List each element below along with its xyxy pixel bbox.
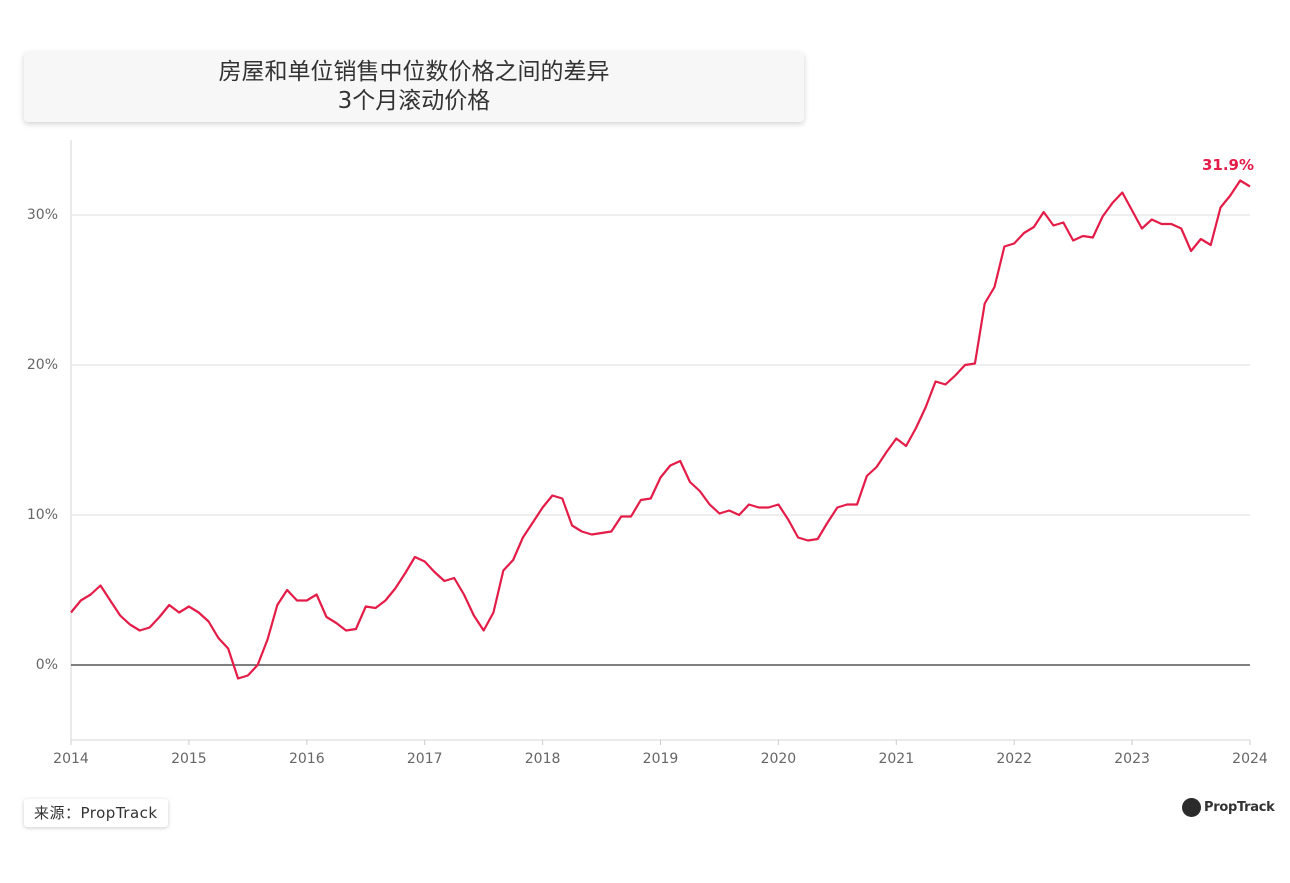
- x-tick-label: 2014: [53, 751, 89, 767]
- logo-text: PropTrack: [1204, 800, 1275, 815]
- x-tick-label: 2016: [289, 751, 325, 767]
- x-tick-label: 2023: [1114, 751, 1150, 767]
- chart-subtitle: 3个月滚动价格: [337, 88, 491, 114]
- y-tick-label: 0%: [36, 657, 58, 673]
- x-tick-label: 2021: [878, 751, 914, 767]
- line-series: [70, 179, 1251, 680]
- y-tick-label: 30%: [27, 207, 58, 223]
- logo-icon: [1182, 798, 1201, 817]
- title-box: 房屋和单位销售中位数价格之间的差异 3个月滚动价格: [24, 52, 804, 122]
- y-tick-label: 10%: [27, 507, 58, 523]
- x-tick-label: 2018: [525, 751, 561, 767]
- data-label: 31.9%: [1202, 156, 1254, 174]
- source-note: 来源：PropTrack: [24, 799, 168, 827]
- x-tick-label: 2020: [761, 751, 797, 767]
- x-tick-label: 2015: [171, 751, 207, 767]
- y-tick-label: 20%: [27, 357, 58, 373]
- logo: PropTrack: [1182, 798, 1275, 817]
- chart-title: 房屋和单位销售中位数价格之间的差异: [218, 59, 610, 85]
- x-tick-label: 2017: [407, 751, 443, 767]
- x-tick-label: 2024: [1232, 751, 1268, 767]
- x-tick-label: 2022: [996, 751, 1032, 767]
- x-tick-label: 2019: [643, 751, 679, 767]
